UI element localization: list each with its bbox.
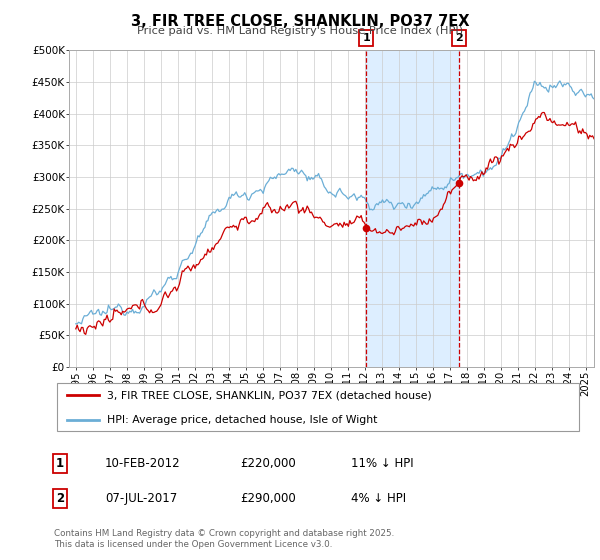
Bar [367,50,459,367]
Text: 1: 1 [56,457,64,470]
Text: 2: 2 [56,492,64,505]
Text: Price paid vs. HM Land Registry's House Price Index (HPI): Price paid vs. HM Land Registry's House … [137,26,463,36]
Text: Contains HM Land Registry data © Crown copyright and database right 2025.
This d: Contains HM Land Registry data © Crown c… [54,529,394,549]
Text: 10-FEB-2012: 10-FEB-2012 [105,457,181,470]
Text: 2: 2 [455,32,463,43]
Text: HPI: Average price, detached house, Isle of Wight: HPI: Average price, detached house, Isle… [107,414,377,424]
Text: 1: 1 [362,32,370,43]
FancyBboxPatch shape [56,384,580,431]
Text: 07-JUL-2017: 07-JUL-2017 [105,492,177,505]
Text: £290,000: £290,000 [240,492,296,505]
Text: 3, FIR TREE CLOSE, SHANKLIN, PO37 7EX (detached house): 3, FIR TREE CLOSE, SHANKLIN, PO37 7EX (d… [107,390,431,400]
Text: £220,000: £220,000 [240,457,296,470]
Text: 4% ↓ HPI: 4% ↓ HPI [351,492,406,505]
Text: 11% ↓ HPI: 11% ↓ HPI [351,457,413,470]
Text: 3, FIR TREE CLOSE, SHANKLIN, PO37 7EX: 3, FIR TREE CLOSE, SHANKLIN, PO37 7EX [131,14,469,29]
